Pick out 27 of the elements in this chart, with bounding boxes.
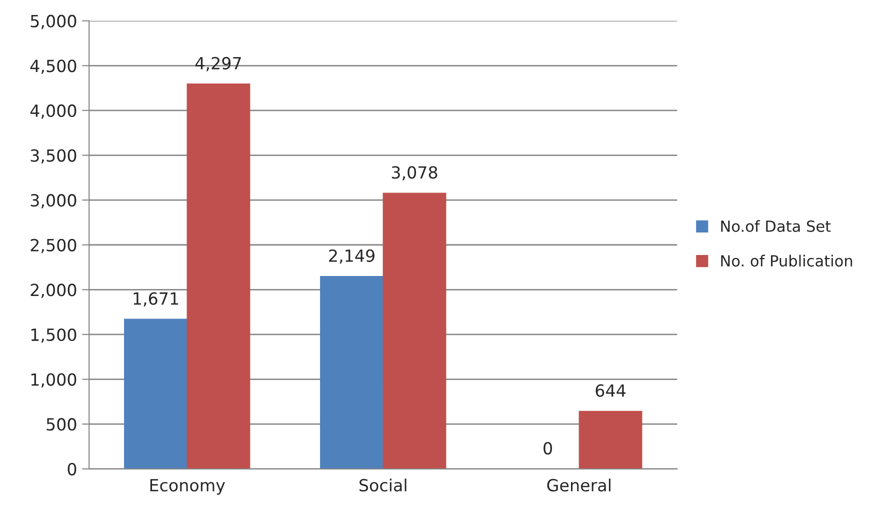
y-tick-label: 0 <box>68 462 76 476</box>
y-tick-label: 4,000 <box>30 104 76 119</box>
x-tick-label: Economy <box>150 479 225 495</box>
y-tick-label: 2,500 <box>30 238 76 254</box>
data-label: 2,149 <box>329 249 374 264</box>
data-label: 4,297 <box>195 56 241 72</box>
data-label: 644 <box>596 384 626 397</box>
data-label: 0 <box>544 442 552 455</box>
bar <box>578 410 642 469</box>
y-tick-label: 1,500 <box>31 328 76 343</box>
bar <box>382 192 446 469</box>
x-tick-label: General <box>547 478 610 492</box>
data-label: 1,671 <box>134 292 178 307</box>
bar <box>320 276 384 469</box>
y-tick-label: 500 <box>46 418 76 431</box>
y-tick-label: 4,500 <box>30 60 76 74</box>
legend-label: No.of Data Set <box>721 220 831 232</box>
y-tick-label: 2,000 <box>30 284 76 298</box>
y-tick-label: 3,000 <box>30 194 76 208</box>
y-tick-label: 5,000 <box>30 14 76 30</box>
bar <box>186 83 250 469</box>
y-tick-label: 3,500 <box>30 149 76 164</box>
legend-label: No. of Publication <box>721 254 852 267</box>
x-tick-label: Social <box>360 478 406 492</box>
bar <box>124 318 188 469</box>
data-label: 3,078 <box>392 166 438 180</box>
y-tick-label: 1,000 <box>31 373 76 388</box>
